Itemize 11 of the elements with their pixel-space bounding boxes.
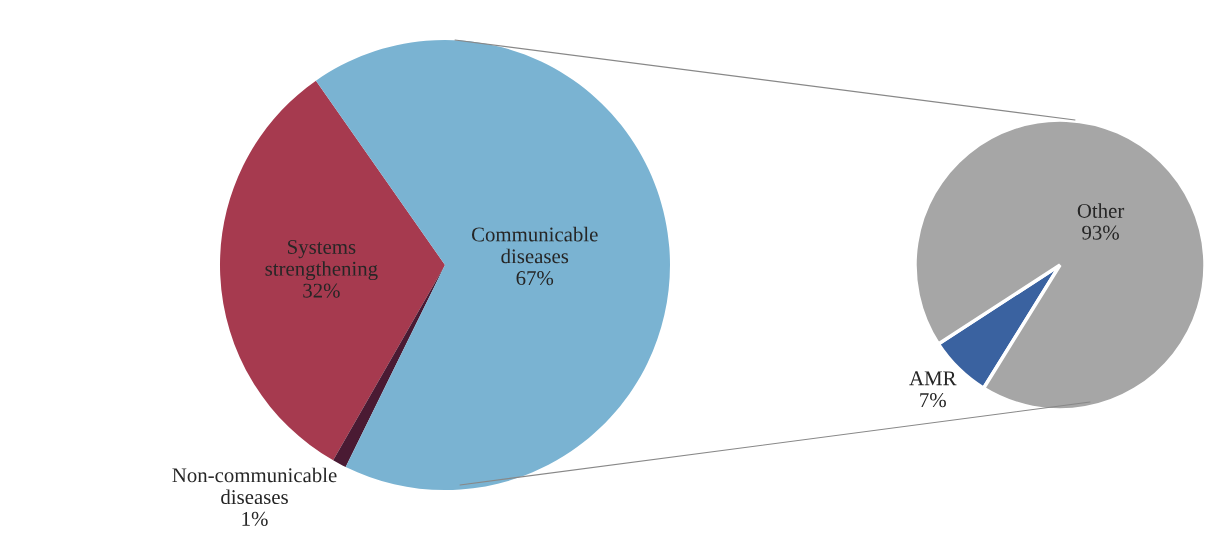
slice-label: Systems strengthening	[265, 239, 378, 281]
data-label: 93%	[1082, 225, 1119, 240]
slice-label: Communicable diseases	[471, 226, 598, 264]
data-label: 32%	[303, 283, 340, 298]
slice-label: Other	[1077, 203, 1125, 218]
data-label: 67%	[516, 271, 554, 286]
pie-slice	[220, 80, 445, 461]
slice-label: AMR	[909, 371, 957, 386]
slice-label: Non-communicable diseases	[172, 467, 337, 505]
data-label: 1%	[242, 511, 268, 526]
data-label: 7%	[920, 393, 946, 408]
